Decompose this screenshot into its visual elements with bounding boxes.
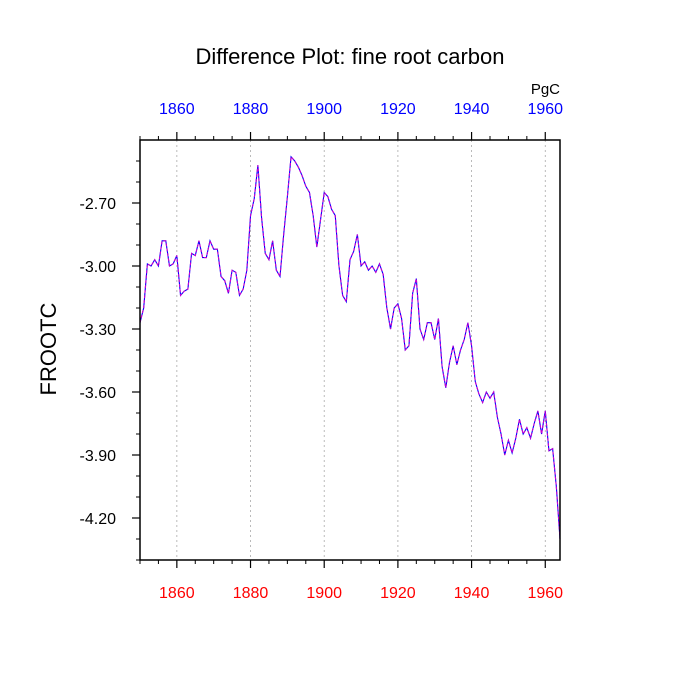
axis-ticks <box>132 132 546 568</box>
series-line-dashed-overlay <box>139 155 561 540</box>
x-tick-label-top: 1900 <box>306 101 342 118</box>
vertical-gridlines <box>176 140 546 560</box>
plot-frame <box>139 139 561 561</box>
x-tick-label-bottom: 1920 <box>380 585 416 602</box>
x-tick-label-top: 1960 <box>527 101 563 118</box>
chart-title: Difference Plot: fine root carbon <box>196 44 505 69</box>
x-tick-label-bottom: 1940 <box>454 585 490 602</box>
y-tick-label: -2.70 <box>80 196 117 213</box>
y-axis-label: FROOTC <box>36 302 61 395</box>
x-tick-label-top: 1920 <box>380 101 416 118</box>
x-tick-label-bottom: 1900 <box>306 585 342 602</box>
x-tick-label-top: 1860 <box>159 101 195 118</box>
series-layer <box>139 155 561 540</box>
y-tick-label: -3.00 <box>80 259 117 276</box>
units-label: PgC <box>531 81 560 98</box>
tick-labels: 1860 1860 1880 1880 1900 1900 1920 1920 1940 1940… <box>80 101 564 602</box>
y-tick-label: -3.30 <box>80 322 117 339</box>
y-tick-label: -4.20 <box>80 511 117 528</box>
series-line <box>139 155 561 540</box>
x-tick-label-top: 1940 <box>454 101 490 118</box>
x-tick-label-bottom: 1860 <box>159 585 195 602</box>
x-tick-label-bottom: 1960 <box>527 585 563 602</box>
x-tick-label-bottom: 1880 <box>233 585 269 602</box>
x-tick-label-top: 1880 <box>233 101 269 118</box>
y-tick-label: -3.60 <box>80 385 117 402</box>
y-tick-label: -3.90 <box>80 448 117 465</box>
